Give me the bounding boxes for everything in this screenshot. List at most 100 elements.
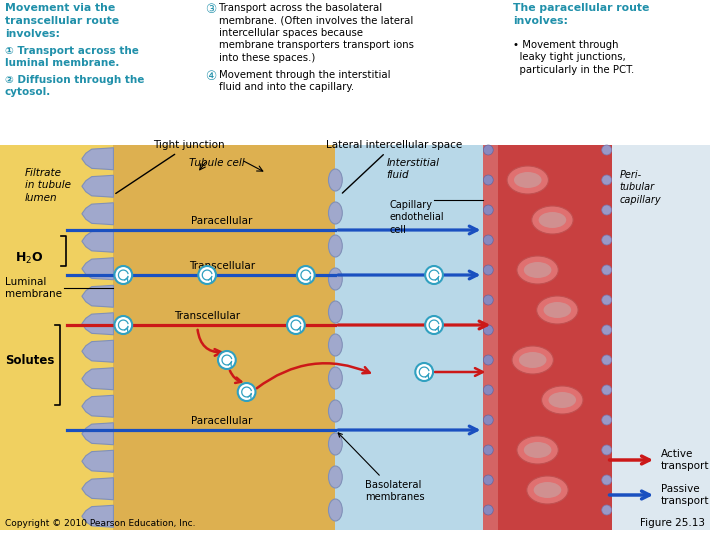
Text: Movement via the
transcellular route
involves:: Movement via the transcellular route inv…	[5, 3, 119, 38]
Ellipse shape	[328, 466, 342, 488]
Circle shape	[602, 445, 611, 455]
Circle shape	[602, 265, 611, 275]
Circle shape	[483, 265, 493, 275]
Text: ④: ④	[205, 70, 217, 83]
Circle shape	[483, 205, 493, 215]
Text: H$_2$O: H$_2$O	[15, 251, 43, 266]
Text: Solutes: Solutes	[5, 354, 54, 367]
Text: Copyright © 2010 Pearson Education, Inc.: Copyright © 2010 Pearson Education, Inc.	[5, 519, 195, 528]
Text: ① Transport across the
luminal membrane.: ① Transport across the luminal membrane.	[5, 46, 139, 69]
Circle shape	[238, 383, 256, 401]
Circle shape	[483, 235, 493, 245]
Ellipse shape	[541, 386, 583, 414]
Ellipse shape	[328, 400, 342, 422]
Polygon shape	[82, 148, 114, 170]
Circle shape	[483, 175, 493, 185]
Text: Transcellular: Transcellular	[174, 311, 240, 321]
Ellipse shape	[517, 436, 558, 464]
Ellipse shape	[328, 268, 342, 290]
Ellipse shape	[328, 301, 342, 323]
Ellipse shape	[328, 499, 342, 521]
Text: Active
transport: Active transport	[661, 449, 709, 471]
Text: • Movement through
  leaky tight junctions,
  particularly in the PCT.: • Movement through leaky tight junctions…	[513, 40, 634, 75]
Text: Lateral intercellular space: Lateral intercellular space	[325, 140, 462, 193]
Circle shape	[602, 355, 611, 365]
Circle shape	[602, 325, 611, 335]
Ellipse shape	[536, 296, 578, 324]
Circle shape	[483, 385, 493, 395]
Circle shape	[483, 505, 493, 515]
Polygon shape	[82, 478, 114, 500]
Text: Tight junction: Tight junction	[116, 140, 225, 193]
Circle shape	[602, 415, 611, 425]
Circle shape	[483, 145, 493, 155]
Circle shape	[426, 316, 443, 334]
Polygon shape	[82, 505, 114, 527]
Text: Tubule cell: Tubule cell	[189, 158, 245, 168]
Bar	[0, 145, 114, 530]
Circle shape	[602, 235, 611, 245]
Text: Peri-
tubular
capillary: Peri- tubular capillary	[619, 170, 661, 205]
Polygon shape	[82, 258, 114, 280]
Ellipse shape	[328, 367, 342, 389]
Ellipse shape	[544, 302, 571, 318]
Polygon shape	[82, 313, 114, 335]
Polygon shape	[82, 395, 114, 417]
Polygon shape	[82, 202, 114, 225]
Ellipse shape	[539, 212, 566, 228]
Circle shape	[483, 415, 493, 425]
Text: Paracellular: Paracellular	[192, 216, 253, 226]
Circle shape	[297, 266, 315, 284]
Ellipse shape	[524, 262, 552, 278]
Polygon shape	[82, 450, 114, 472]
Circle shape	[602, 475, 611, 485]
Text: ③: ③	[205, 3, 217, 16]
Circle shape	[602, 295, 611, 305]
Text: Transcellular: Transcellular	[189, 261, 255, 271]
Polygon shape	[82, 368, 114, 390]
Ellipse shape	[519, 352, 546, 368]
Circle shape	[602, 505, 611, 515]
Bar	[114, 145, 336, 530]
Text: Filtrate
in tubule
lumen: Filtrate in tubule lumen	[24, 168, 71, 203]
Text: Capillary
endothelial
cell: Capillary endothelial cell	[390, 200, 444, 235]
Circle shape	[602, 175, 611, 185]
Polygon shape	[82, 285, 114, 307]
Ellipse shape	[328, 169, 342, 191]
Ellipse shape	[534, 482, 562, 498]
Ellipse shape	[328, 433, 342, 455]
Circle shape	[483, 325, 493, 335]
Bar	[483, 145, 498, 530]
Text: Paracellular: Paracellular	[192, 416, 253, 426]
Circle shape	[602, 385, 611, 395]
Circle shape	[426, 266, 443, 284]
Text: Movement through the interstitial
fluid and into the capillary.: Movement through the interstitial fluid …	[219, 70, 390, 92]
Circle shape	[198, 266, 216, 284]
Circle shape	[114, 266, 132, 284]
Ellipse shape	[514, 172, 541, 188]
Text: Basolateral
membranes: Basolateral membranes	[338, 433, 425, 502]
Circle shape	[287, 316, 305, 334]
Ellipse shape	[328, 334, 342, 356]
Circle shape	[415, 363, 433, 381]
Ellipse shape	[507, 166, 549, 194]
Text: Passive
transport: Passive transport	[661, 484, 709, 506]
Circle shape	[218, 351, 235, 369]
Bar	[611, 145, 710, 530]
Ellipse shape	[512, 346, 554, 374]
Ellipse shape	[531, 206, 573, 234]
Circle shape	[483, 355, 493, 365]
Bar	[0, 0, 710, 145]
Polygon shape	[82, 230, 114, 252]
Text: ② Diffusion through the
cytosol.: ② Diffusion through the cytosol.	[5, 75, 144, 97]
Circle shape	[602, 145, 611, 155]
Bar	[336, 145, 483, 530]
Text: Interstitial
fluid: Interstitial fluid	[387, 158, 440, 180]
Text: Luminal
membrane: Luminal membrane	[5, 277, 62, 299]
Polygon shape	[82, 423, 114, 445]
Text: Transport across the basolateral
membrane. (Often involves the lateral
intercell: Transport across the basolateral membran…	[219, 3, 414, 63]
Text: Figure 25.13: Figure 25.13	[640, 518, 706, 528]
Ellipse shape	[527, 476, 568, 504]
Ellipse shape	[328, 202, 342, 224]
Circle shape	[114, 316, 132, 334]
